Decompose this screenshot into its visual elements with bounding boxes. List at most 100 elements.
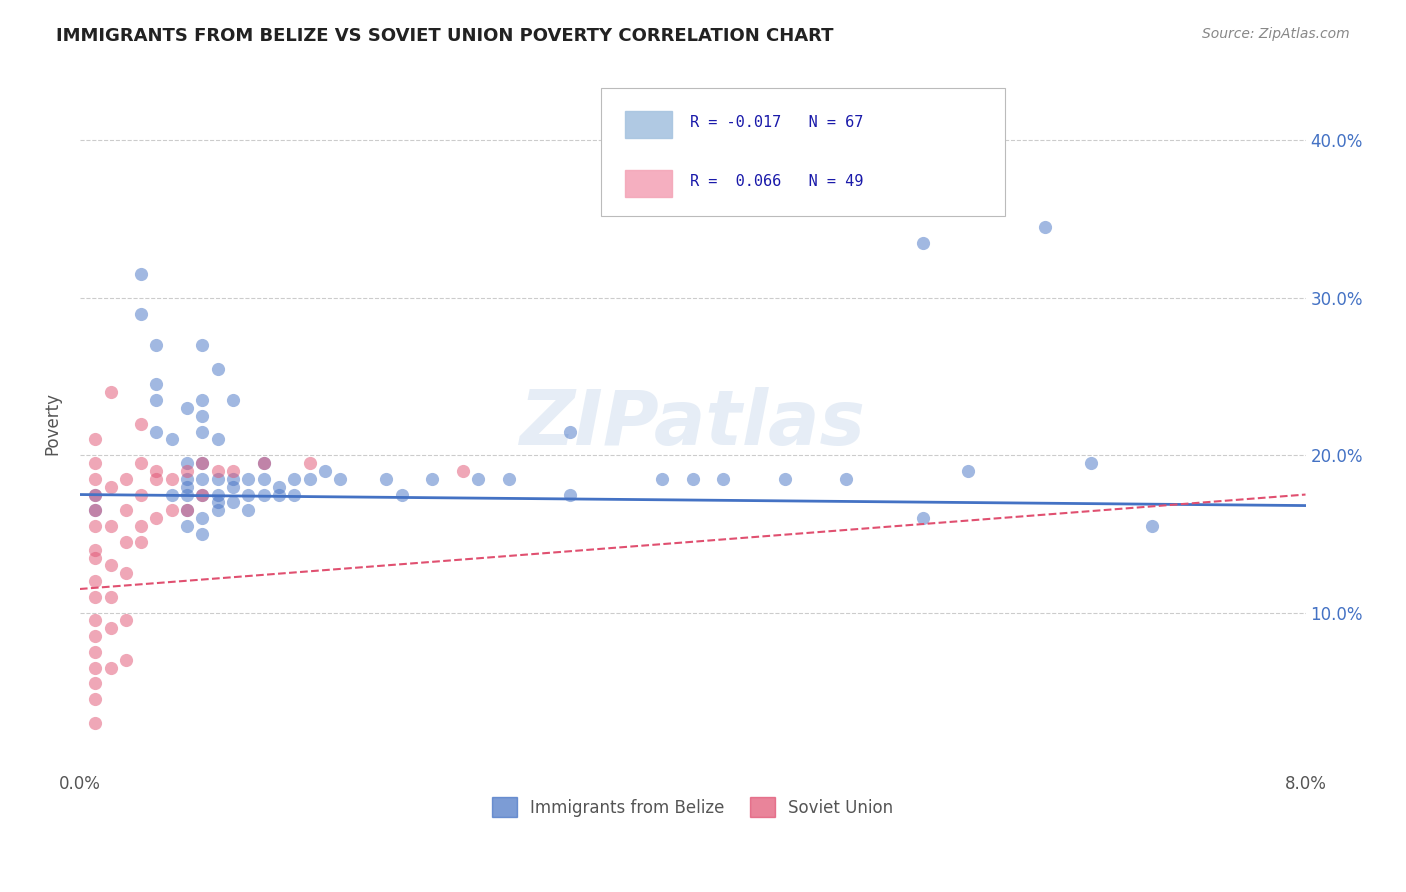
Point bbox=[160, 472, 183, 486]
Point bbox=[145, 464, 167, 478]
Point bbox=[176, 503, 198, 517]
Point bbox=[100, 519, 122, 533]
Point bbox=[238, 487, 260, 501]
Point bbox=[84, 456, 107, 470]
Y-axis label: Poverty: Poverty bbox=[44, 392, 60, 455]
Point bbox=[1080, 456, 1102, 470]
Point bbox=[129, 456, 152, 470]
Point bbox=[176, 456, 198, 470]
Point bbox=[160, 433, 183, 447]
Point bbox=[160, 503, 183, 517]
Point bbox=[207, 361, 229, 376]
Point bbox=[911, 511, 934, 525]
Point bbox=[100, 590, 122, 604]
Point bbox=[145, 393, 167, 408]
FancyBboxPatch shape bbox=[626, 112, 672, 137]
Point bbox=[451, 464, 474, 478]
Point bbox=[283, 472, 305, 486]
Point bbox=[84, 614, 107, 628]
Point bbox=[191, 472, 214, 486]
Point bbox=[191, 527, 214, 541]
Point bbox=[160, 487, 183, 501]
Point bbox=[191, 456, 214, 470]
Point bbox=[84, 676, 107, 690]
Point bbox=[176, 487, 198, 501]
Point bbox=[84, 503, 107, 517]
Point bbox=[191, 456, 214, 470]
Point bbox=[114, 653, 136, 667]
Point bbox=[129, 267, 152, 281]
Point bbox=[84, 629, 107, 643]
Point bbox=[222, 472, 245, 486]
Point bbox=[329, 472, 352, 486]
Point bbox=[911, 235, 934, 250]
Point bbox=[314, 464, 336, 478]
Point bbox=[1033, 219, 1056, 234]
Point bbox=[207, 472, 229, 486]
Point bbox=[207, 487, 229, 501]
Point bbox=[84, 550, 107, 565]
Text: R = -0.017   N = 67: R = -0.017 N = 67 bbox=[690, 115, 863, 130]
Point bbox=[298, 456, 321, 470]
Point bbox=[375, 472, 398, 486]
Point bbox=[84, 661, 107, 675]
Point bbox=[267, 480, 290, 494]
Point bbox=[176, 503, 198, 517]
Point bbox=[835, 472, 858, 486]
Point bbox=[84, 487, 107, 501]
Point bbox=[957, 464, 980, 478]
Point bbox=[84, 645, 107, 659]
Point bbox=[682, 472, 704, 486]
Point bbox=[100, 621, 122, 635]
Point bbox=[238, 472, 260, 486]
Text: R =  0.066   N = 49: R = 0.066 N = 49 bbox=[690, 174, 863, 189]
Point bbox=[238, 503, 260, 517]
Point bbox=[651, 472, 673, 486]
Point bbox=[267, 487, 290, 501]
Point bbox=[84, 472, 107, 486]
Point bbox=[84, 433, 107, 447]
Point bbox=[222, 393, 245, 408]
Point bbox=[145, 511, 167, 525]
Point bbox=[84, 487, 107, 501]
FancyBboxPatch shape bbox=[600, 87, 1005, 216]
Point bbox=[84, 715, 107, 730]
Point bbox=[558, 425, 581, 439]
FancyBboxPatch shape bbox=[626, 170, 672, 196]
Point bbox=[711, 472, 734, 486]
Point bbox=[1142, 519, 1164, 533]
Point bbox=[84, 542, 107, 557]
Point bbox=[191, 487, 214, 501]
Point bbox=[191, 338, 214, 352]
Point bbox=[207, 495, 229, 509]
Point bbox=[222, 495, 245, 509]
Point bbox=[253, 472, 276, 486]
Point bbox=[420, 472, 443, 486]
Point bbox=[129, 417, 152, 431]
Point bbox=[222, 480, 245, 494]
Point bbox=[298, 472, 321, 486]
Text: IMMIGRANTS FROM BELIZE VS SOVIET UNION POVERTY CORRELATION CHART: IMMIGRANTS FROM BELIZE VS SOVIET UNION P… bbox=[56, 27, 834, 45]
Point bbox=[558, 487, 581, 501]
Point bbox=[84, 590, 107, 604]
Point bbox=[84, 503, 107, 517]
Point bbox=[129, 487, 152, 501]
Point bbox=[114, 472, 136, 486]
Point bbox=[773, 472, 796, 486]
Legend: Immigrants from Belize, Soviet Union: Immigrants from Belize, Soviet Union bbox=[485, 790, 900, 824]
Point bbox=[191, 425, 214, 439]
Text: ZIPatlas: ZIPatlas bbox=[520, 387, 866, 461]
Point bbox=[283, 487, 305, 501]
Point bbox=[467, 472, 489, 486]
Point bbox=[191, 511, 214, 525]
Point bbox=[391, 487, 413, 501]
Point bbox=[253, 487, 276, 501]
Point bbox=[191, 393, 214, 408]
Point bbox=[100, 480, 122, 494]
Point bbox=[207, 464, 229, 478]
Point bbox=[207, 433, 229, 447]
Point bbox=[191, 409, 214, 423]
Text: Source: ZipAtlas.com: Source: ZipAtlas.com bbox=[1202, 27, 1350, 41]
Point bbox=[176, 464, 198, 478]
Point bbox=[145, 338, 167, 352]
